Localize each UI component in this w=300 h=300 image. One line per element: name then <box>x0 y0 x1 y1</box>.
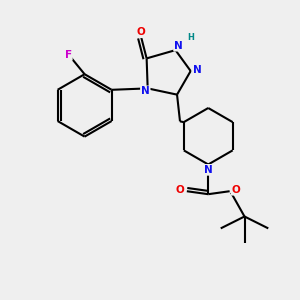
Text: O: O <box>137 27 146 37</box>
Text: N: N <box>193 64 202 74</box>
Text: N: N <box>174 41 183 51</box>
Text: H: H <box>188 33 194 42</box>
Text: N: N <box>141 86 150 96</box>
Text: O: O <box>232 185 241 195</box>
Text: F: F <box>65 50 72 60</box>
Text: O: O <box>176 185 185 195</box>
Text: N: N <box>204 165 213 175</box>
